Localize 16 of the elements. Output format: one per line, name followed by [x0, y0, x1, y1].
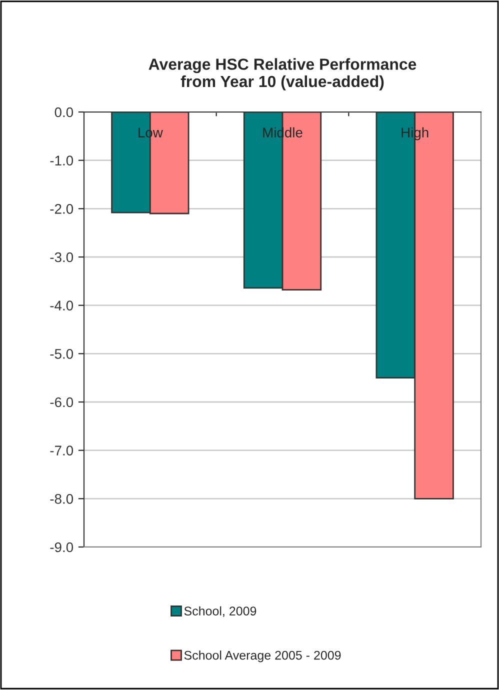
y-tick-label: -8.0	[50, 494, 74, 504]
x-tick-label: Low	[138, 128, 163, 138]
y-tick-label: -6.0	[50, 397, 74, 408]
y-tick-label: -7.0	[50, 446, 74, 456]
y-tick-label: 0.0	[54, 107, 74, 118]
y-tick-label: -3.0	[50, 252, 74, 262]
x-tick-label: Middle	[263, 127, 302, 138]
y-tick-label: -2.0	[50, 204, 74, 214]
y-tick-label: -1.0	[50, 156, 74, 166]
legend-label: School Average 2005 - 2009	[184, 650, 341, 662]
y-tick-label: -4.0	[50, 300, 74, 311]
y-tick-label: -9.0	[50, 542, 74, 552]
legend-label: School, 2009	[184, 606, 256, 617]
chart-title: Average HSC Relative Performance from Year 10 (value-added)	[148, 58, 416, 90]
y-tick-label: -5.0	[50, 349, 74, 359]
x-tick-label: High	[402, 127, 428, 140]
